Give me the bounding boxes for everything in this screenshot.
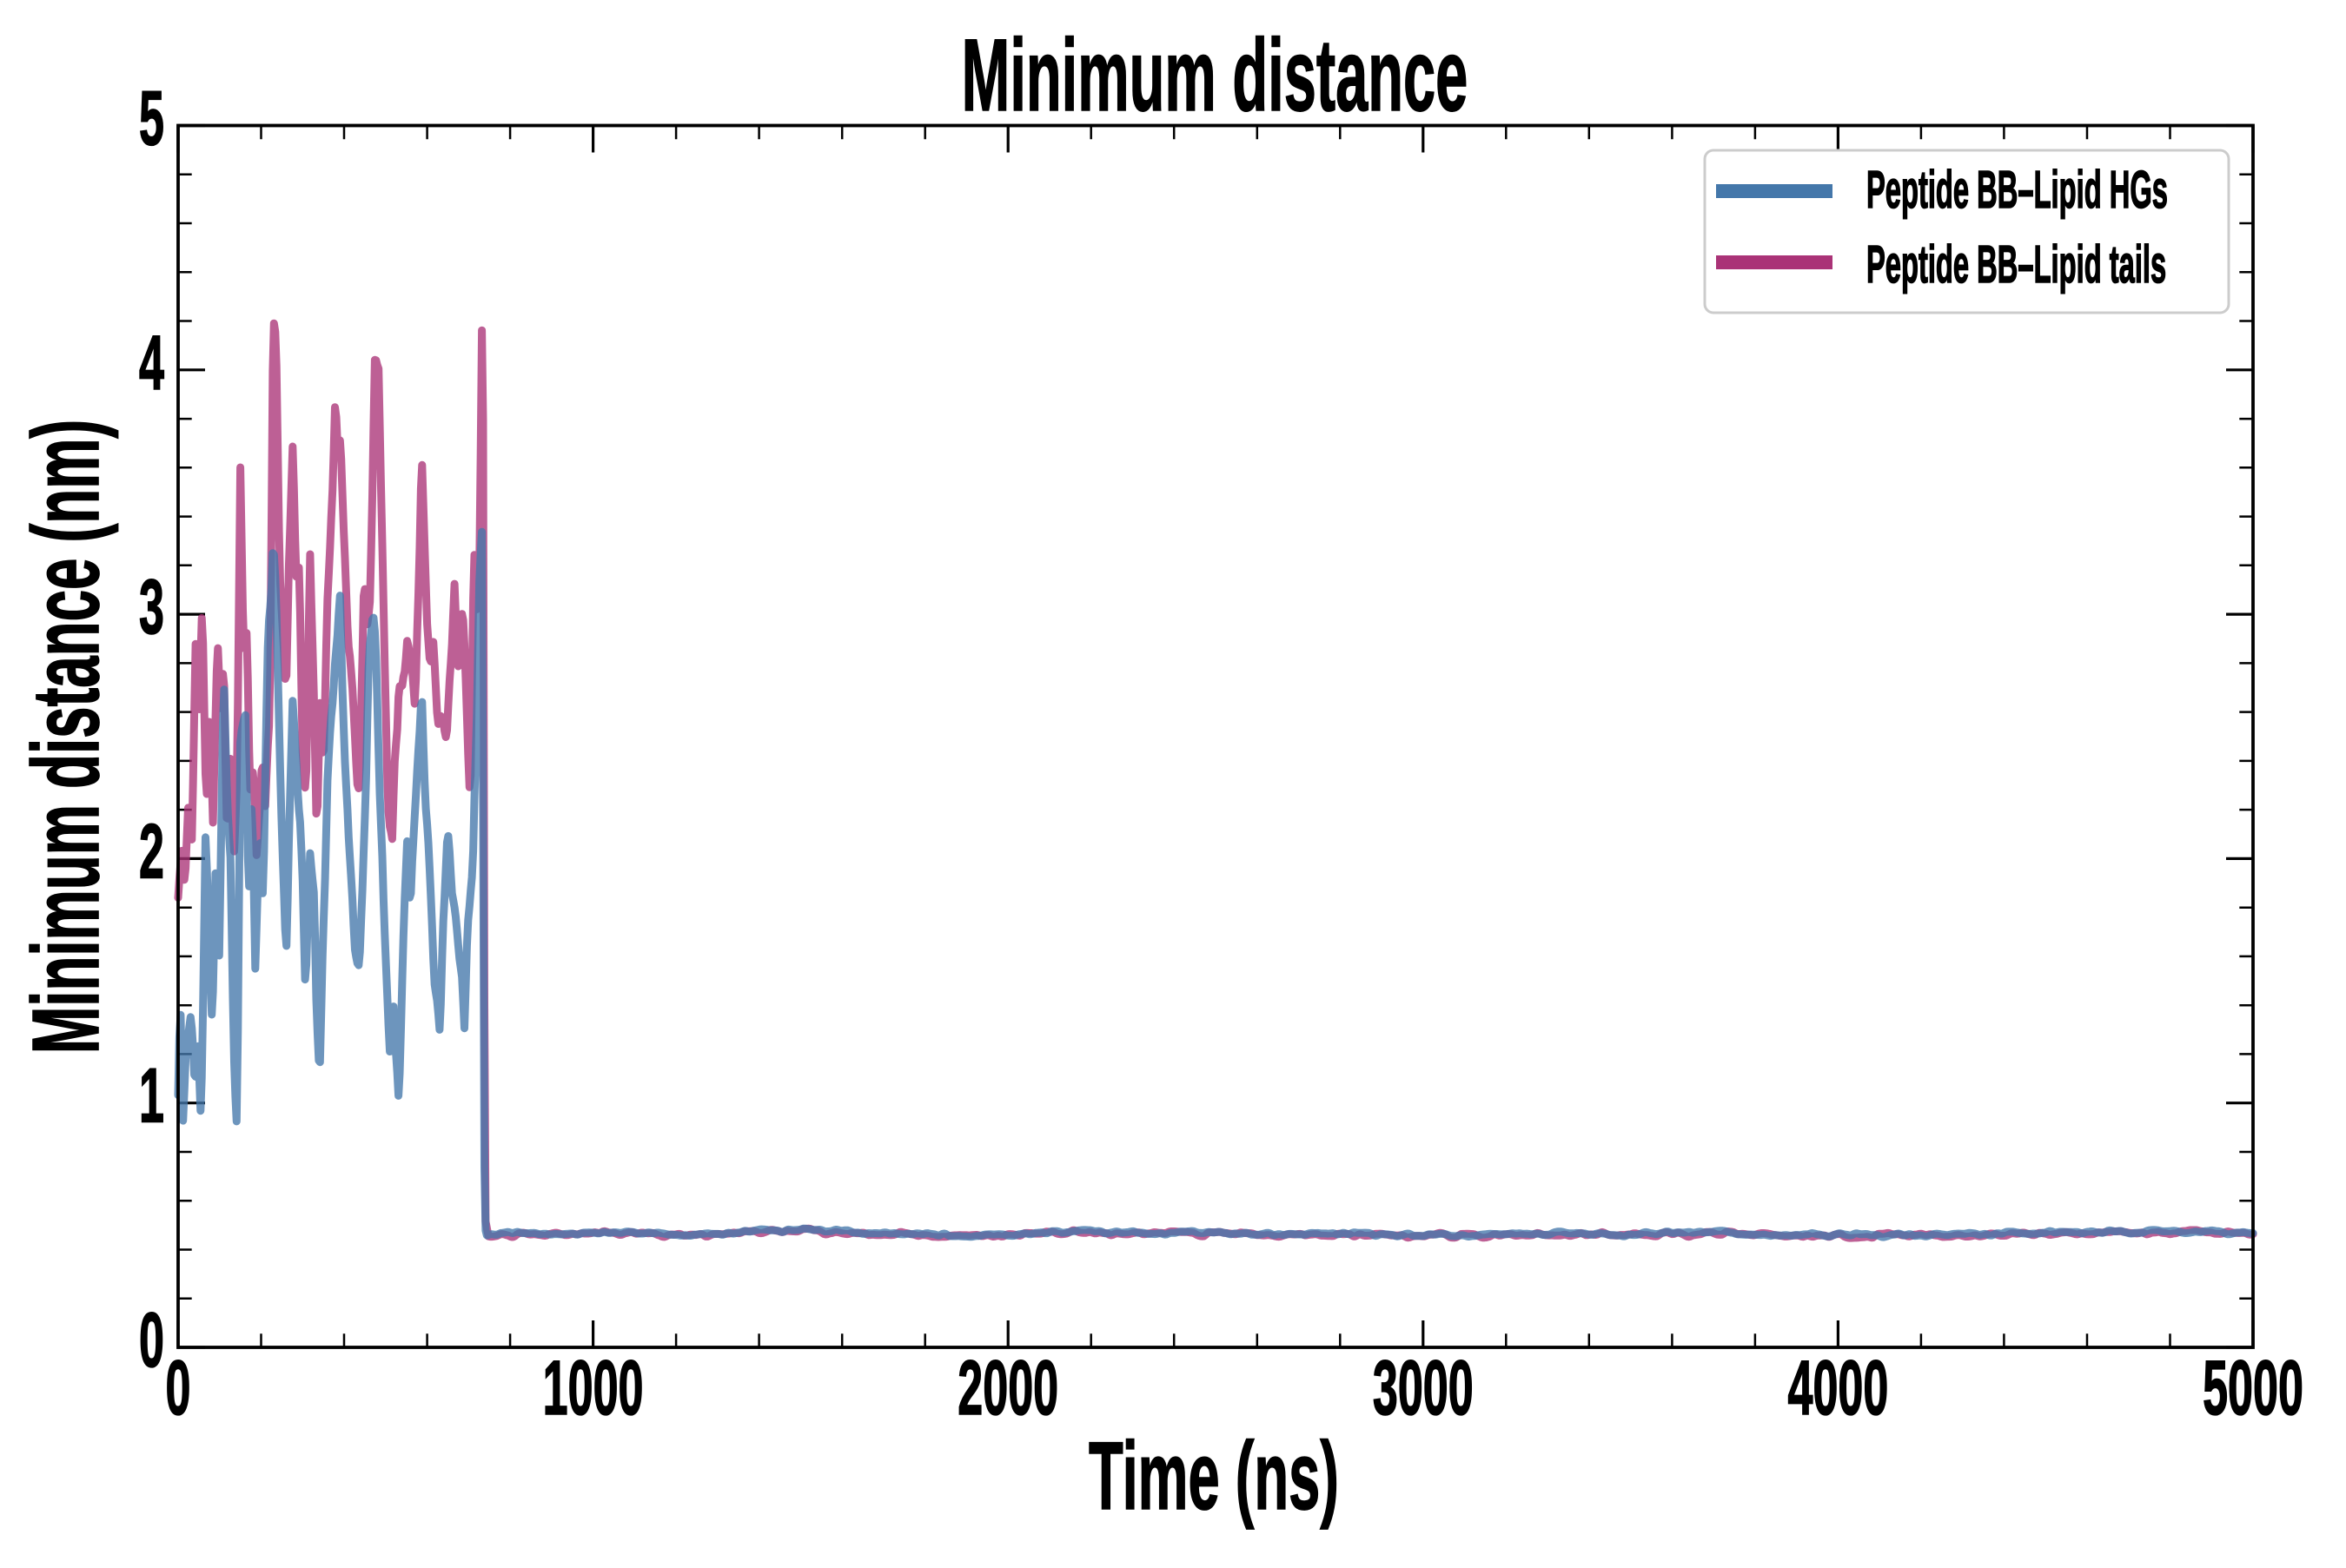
svg-text:3000: 3000 bbox=[1373, 1344, 1474, 1431]
svg-text:2: 2 bbox=[139, 807, 164, 894]
svg-text:Peptide BB–Lipid tails: Peptide BB–Lipid tails bbox=[1866, 235, 2166, 294]
svg-text:2000: 2000 bbox=[958, 1344, 1058, 1431]
svg-text:3: 3 bbox=[139, 563, 164, 650]
svg-text:5: 5 bbox=[139, 75, 164, 162]
svg-text:5000: 5000 bbox=[2203, 1344, 2303, 1431]
svg-text:4000: 4000 bbox=[1787, 1344, 1888, 1431]
svg-text:Peptide BB–Lipid HGs: Peptide BB–Lipid HGs bbox=[1866, 160, 2168, 219]
svg-text:Minimum distance (nm): Minimum distance (nm) bbox=[13, 420, 119, 1054]
svg-text:0: 0 bbox=[166, 1344, 191, 1431]
svg-text:1: 1 bbox=[139, 1052, 164, 1139]
svg-text:0: 0 bbox=[139, 1296, 164, 1383]
svg-text:Minimum distance: Minimum distance bbox=[962, 18, 1468, 133]
svg-text:4: 4 bbox=[139, 319, 164, 406]
svg-text:1000: 1000 bbox=[543, 1344, 644, 1431]
svg-text:Time (ns): Time (ns) bbox=[1089, 1422, 1339, 1530]
